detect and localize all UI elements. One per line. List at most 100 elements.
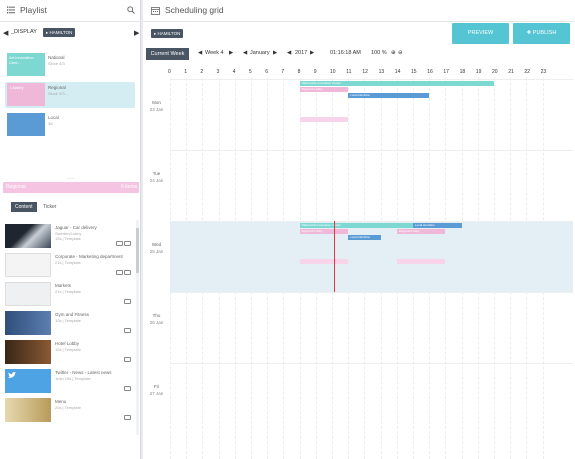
playlist-title: Playlist	[20, 5, 47, 15]
day-name: Fri	[153, 384, 160, 389]
display-label: _DISPLAY	[11, 29, 37, 35]
content-item[interactable]: Gym and Fitness 10s | Template	[3, 309, 139, 337]
volume-icon[interactable]	[124, 241, 131, 246]
day-row[interactable]	[170, 150, 573, 221]
hour-label: 0	[168, 69, 171, 75]
content-item-title: Gym and Fitness	[55, 312, 90, 317]
content-item-sub: 21s | Template	[55, 260, 81, 265]
day-row[interactable]	[170, 363, 573, 434]
display-navigator: ◀ _DISPLAY ▸ HAMILTON ▶	[0, 26, 141, 40]
tab-content[interactable]: Content	[11, 202, 37, 212]
week-next-icon[interactable]: ▶	[229, 50, 234, 56]
hour-label: 21	[508, 69, 514, 75]
hour-label: 9	[313, 69, 317, 75]
hour-label: 18	[459, 69, 466, 75]
hour-label: 10	[330, 69, 336, 75]
day-row[interactable]	[170, 292, 573, 363]
month-next-icon[interactable]: ▶	[273, 50, 278, 56]
week-label: Week 4	[205, 50, 224, 56]
schedule-event[interactable]: Local Hamilton	[413, 223, 462, 228]
tab-ticker[interactable]: Ticker	[43, 204, 57, 210]
day-date: 27 Jan	[149, 391, 164, 396]
content-item-meta: 15s | Template	[55, 236, 81, 241]
playlist-swatch	[7, 113, 45, 136]
content-thumbnail	[5, 398, 51, 422]
previous-arrow-icon[interactable]: ◀	[3, 30, 9, 37]
day-label: Fri 27 Jan	[143, 384, 170, 396]
year-label: 2017	[295, 50, 308, 56]
list-icon	[7, 6, 15, 14]
display-icon[interactable]	[124, 357, 131, 362]
schedule-event[interactable]: Regional Lobby	[396, 229, 446, 234]
playlist-swatch: Art Innovation Cent...	[7, 53, 45, 76]
content-item-sub: 21s | Template	[55, 289, 81, 294]
content-item[interactable]: Jaguar - Car delivery Sweden/Lobby 15s |…	[3, 222, 139, 250]
swatch-text: 1 Abbey	[9, 85, 24, 90]
content-item[interactable]: Menu 20s | Template	[3, 396, 139, 424]
hamilton-chip[interactable]: ▸ HAMILTON	[43, 28, 76, 37]
current-week-button[interactable]: Current Week	[146, 48, 189, 60]
display-icon[interactable]	[124, 415, 131, 420]
schedule-event[interactable]	[299, 259, 349, 264]
schedule-grid[interactable]: 0 1 2 3 4 5 6 7 8 9 10 11 12 13 14 15 16 17 18 19 20 21 22 23 Mo…	[143, 62, 575, 459]
playlist-row-local[interactable]: Local 3d	[5, 112, 135, 138]
day-row[interactable]	[170, 79, 573, 150]
panel-resize-handle[interactable]: ——	[66, 175, 75, 180]
month-prev-icon[interactable]: ◀	[243, 50, 248, 56]
year-prev-icon[interactable]: ◀	[287, 50, 292, 56]
schedule-event[interactable]	[299, 117, 349, 122]
content-item[interactable]: Corporate - Marketing department 21s | T…	[3, 251, 139, 279]
content-thumbnail	[5, 224, 51, 248]
scrollbar-thumb[interactable]	[136, 228, 139, 273]
next-arrow-icon[interactable]: ▶	[134, 30, 140, 37]
schedule-event[interactable]: Local Hamilton	[348, 93, 430, 98]
content-item-title: Jaguar - Car delivery	[55, 225, 97, 230]
schedule-event[interactable]	[348, 223, 413, 228]
display-icon[interactable]	[124, 299, 131, 304]
content-item-sub: 10s | Template	[55, 347, 81, 352]
day-date: 23 Jan	[149, 107, 164, 112]
display-icon[interactable]	[124, 386, 131, 391]
playlist-row-regional[interactable]: 1 Abbey Regional Since 4/3...	[5, 82, 135, 108]
zoom-in-icon[interactable]: ⊕	[391, 50, 396, 56]
day-label: Wed 25 Jan	[143, 242, 170, 254]
preview-button[interactable]: PREVIEW	[452, 23, 509, 44]
playlist-row-sub: 3d	[48, 121, 53, 126]
zoom-out-icon[interactable]: ⊖	[398, 50, 403, 56]
schedule-event[interactable]: Nationwide Innovation Center	[299, 223, 349, 228]
publish-label: PUBLISH	[532, 30, 557, 36]
content-item[interactable]: Hotel Lobby 10s | Template	[3, 338, 139, 366]
content-thumbnail	[5, 369, 51, 393]
search-icon[interactable]	[127, 6, 135, 14]
hamilton-chip[interactable]: ▸ HAMILTON	[151, 29, 184, 38]
playlist-row-name: Local	[48, 115, 59, 120]
day-name: Mon	[152, 100, 161, 105]
current-time-marker	[334, 221, 335, 292]
display-icon[interactable]	[116, 241, 123, 246]
day-name: Thu	[152, 313, 161, 318]
hour-label: 16	[427, 69, 433, 75]
schedule-event[interactable]: Nationwide Innovation Center	[299, 81, 494, 86]
schedule-event[interactable]: Local Hamilton	[348, 235, 381, 240]
display-icon[interactable]	[116, 270, 123, 275]
schedule-event[interactable]: Regional Lobby	[299, 87, 349, 92]
publish-button[interactable]: ✚ PUBLISH	[513, 23, 570, 44]
schedule-event[interactable]: Regional Lobby	[299, 229, 349, 234]
content-item[interactable]: Markets 21s | Template	[3, 280, 139, 308]
hour-label: 3	[216, 69, 220, 75]
week-prev-icon[interactable]: ◀	[198, 50, 203, 56]
mute-icon[interactable]	[124, 270, 131, 275]
display-icon[interactable]	[124, 328, 131, 333]
content-scrollbar[interactable]	[136, 220, 139, 435]
hour-label: 22	[524, 69, 530, 75]
hour-label: 17	[443, 69, 449, 75]
year-next-icon[interactable]: ▶	[310, 50, 315, 56]
day-row[interactable]	[170, 221, 573, 292]
content-item[interactable]: Twitter - News - Latest news 1min 15s | …	[3, 367, 139, 395]
content-item-title: Hotel Lobby	[55, 341, 80, 346]
playlist-row-national[interactable]: Art Innovation Cent... National Since 4/…	[5, 52, 135, 78]
schedule-event[interactable]	[396, 259, 446, 264]
playlist-row-name: National	[48, 55, 65, 60]
playlist-row-sub: Since 4/3	[48, 61, 65, 66]
playlist-row-name: Regional	[48, 85, 66, 90]
